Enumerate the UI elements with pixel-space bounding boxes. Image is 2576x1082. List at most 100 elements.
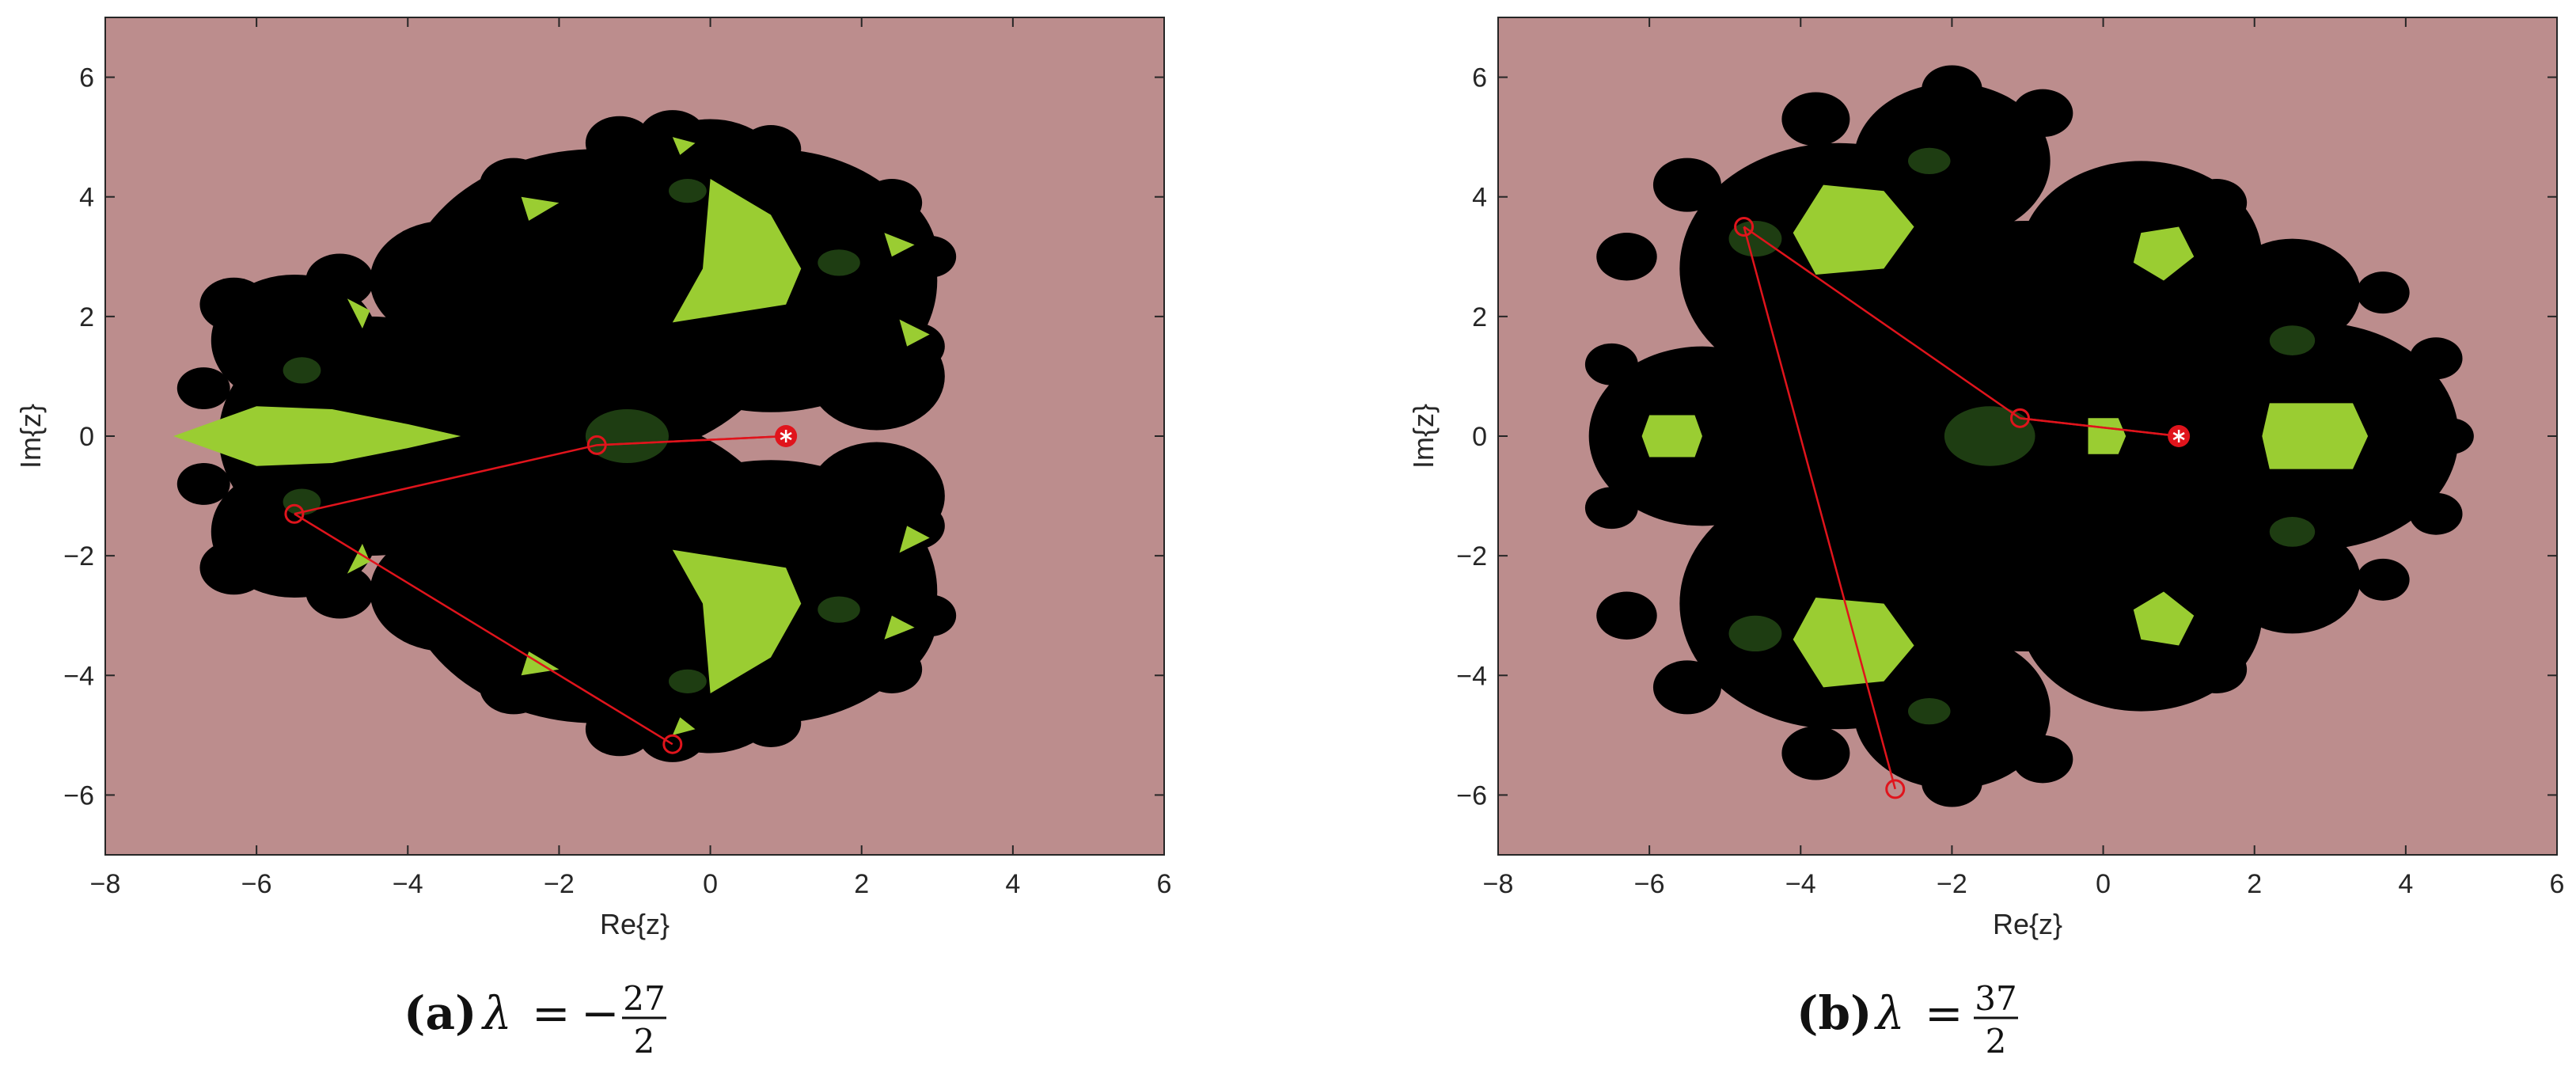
basin-region xyxy=(899,319,930,347)
basin-region xyxy=(1641,415,1702,457)
y-tick-label: 2 xyxy=(1472,302,1487,332)
caption-lambda: λ xyxy=(1874,986,1905,1040)
basin-region xyxy=(1793,598,1914,688)
caption-equals: = xyxy=(1925,986,1963,1040)
x-axis-title: Re{z} xyxy=(600,908,670,940)
dark-basin-spot xyxy=(585,408,670,464)
x-tick-label: 2 xyxy=(2247,869,2262,899)
x-tick-label: −2 xyxy=(1937,869,1967,899)
julia-lobe xyxy=(2224,526,2361,634)
y-tick-label: 2 xyxy=(79,302,94,332)
y-tick-label: 4 xyxy=(1472,183,1487,213)
x-tick-label: 4 xyxy=(2398,869,2413,899)
julia-bump xyxy=(884,502,945,550)
julia-bump xyxy=(2409,492,2463,535)
y-tick-label: 0 xyxy=(79,422,94,452)
basin-region xyxy=(347,544,370,574)
julia-bump xyxy=(396,588,450,631)
julia-bump xyxy=(1584,343,1638,385)
orbit xyxy=(1734,217,2180,799)
caption-equals: = xyxy=(532,986,571,1040)
basin-region xyxy=(1793,184,1914,275)
dark-basin-spot xyxy=(818,596,860,623)
basin-region xyxy=(672,137,696,155)
julia-bump xyxy=(861,179,923,227)
panel-caption: (a) λ = −27 2 xyxy=(404,979,666,1061)
y-tick-label: −2 xyxy=(1456,541,1487,571)
julia-bump xyxy=(740,125,802,173)
orbit-segment xyxy=(1743,226,2021,420)
orbit-segment xyxy=(1743,226,1896,790)
julia-bump xyxy=(903,235,957,278)
julia-lobe xyxy=(370,531,522,652)
julia-bump xyxy=(305,564,374,619)
star-stroke xyxy=(2172,431,2185,441)
x-tick-label: −4 xyxy=(1785,869,1816,899)
basin-region xyxy=(347,298,370,328)
y-tick-label: −6 xyxy=(1456,780,1487,811)
caption-sign: − xyxy=(581,986,620,1040)
julia-bump xyxy=(1922,65,1982,113)
julia-lobe xyxy=(370,220,522,341)
julia-bump xyxy=(2186,179,2248,227)
x-tick-label: 0 xyxy=(703,869,718,899)
dark-basin-spot xyxy=(1944,406,2035,466)
julia-bump xyxy=(1781,92,1850,146)
x-tick-label: 0 xyxy=(2096,869,2111,899)
orbit-point xyxy=(284,503,305,524)
julia-bump xyxy=(903,594,957,637)
julia-bump xyxy=(638,110,707,165)
julia-bump xyxy=(176,463,230,505)
orbit-point xyxy=(586,435,607,455)
julia-bump xyxy=(199,277,268,332)
dark-basin-spot xyxy=(1728,615,1782,652)
basin-region xyxy=(672,549,802,693)
basin-region xyxy=(884,233,915,257)
julia-bump xyxy=(176,367,230,409)
x-tick-label: −4 xyxy=(393,869,423,899)
julia-bump xyxy=(2356,558,2410,601)
dark-basin-spot xyxy=(669,179,707,203)
basin-region xyxy=(672,717,696,735)
julia-lobe xyxy=(1853,83,2051,239)
julia-bump xyxy=(861,645,923,693)
y-axis-title: Im{z} xyxy=(1407,404,1440,469)
y-tick-label: 0 xyxy=(1472,422,1487,452)
dark-basin-spot xyxy=(818,249,860,276)
dark-basin-spot xyxy=(283,488,321,515)
y-axis-title: Im{z} xyxy=(14,404,47,469)
orbit-segment xyxy=(597,435,787,446)
basin-region xyxy=(173,406,461,466)
julia-bump xyxy=(2428,418,2474,454)
julia-bump xyxy=(199,541,268,595)
caption-numerator: 37 xyxy=(1975,979,2016,1018)
star-stroke xyxy=(780,431,792,441)
x-tick-label: 6 xyxy=(1157,869,1172,899)
y-tick-label: −6 xyxy=(63,780,94,811)
basin-region xyxy=(521,196,560,221)
orbit-segment xyxy=(294,444,598,515)
julia-bump xyxy=(585,702,654,757)
julia-bump xyxy=(1652,158,1721,212)
y-tick-label: 6 xyxy=(1472,63,1487,93)
caption-label: (b) xyxy=(1796,986,1872,1040)
x-axis-title: Re{z} xyxy=(1993,908,2062,940)
caption-label: (a) xyxy=(404,986,476,1040)
julia-bump xyxy=(585,116,654,170)
x-tick-label: −6 xyxy=(1634,869,1665,899)
basin-region xyxy=(899,526,930,553)
julia-bump xyxy=(1781,726,1850,780)
orbit-point xyxy=(662,734,683,754)
julia-lobe xyxy=(2224,238,2361,347)
basin-region xyxy=(2133,591,2195,646)
dark-basin-spot xyxy=(1907,698,1951,725)
x-tick-label: −2 xyxy=(544,869,575,899)
dark-basin-spot xyxy=(669,669,707,693)
julia-lobe xyxy=(1853,633,2051,789)
caption-denominator: 2 xyxy=(634,1022,655,1061)
x-tick-label: −8 xyxy=(90,869,121,899)
panel-a: −8 −6 −4 −2 0 2 4 6 −6 −4 −2 0 2 4 6 Re{z} Im{z} (a) λ = −27… xyxy=(14,17,1171,1061)
julia-bump xyxy=(740,699,802,747)
julia-bump xyxy=(1922,759,1982,807)
